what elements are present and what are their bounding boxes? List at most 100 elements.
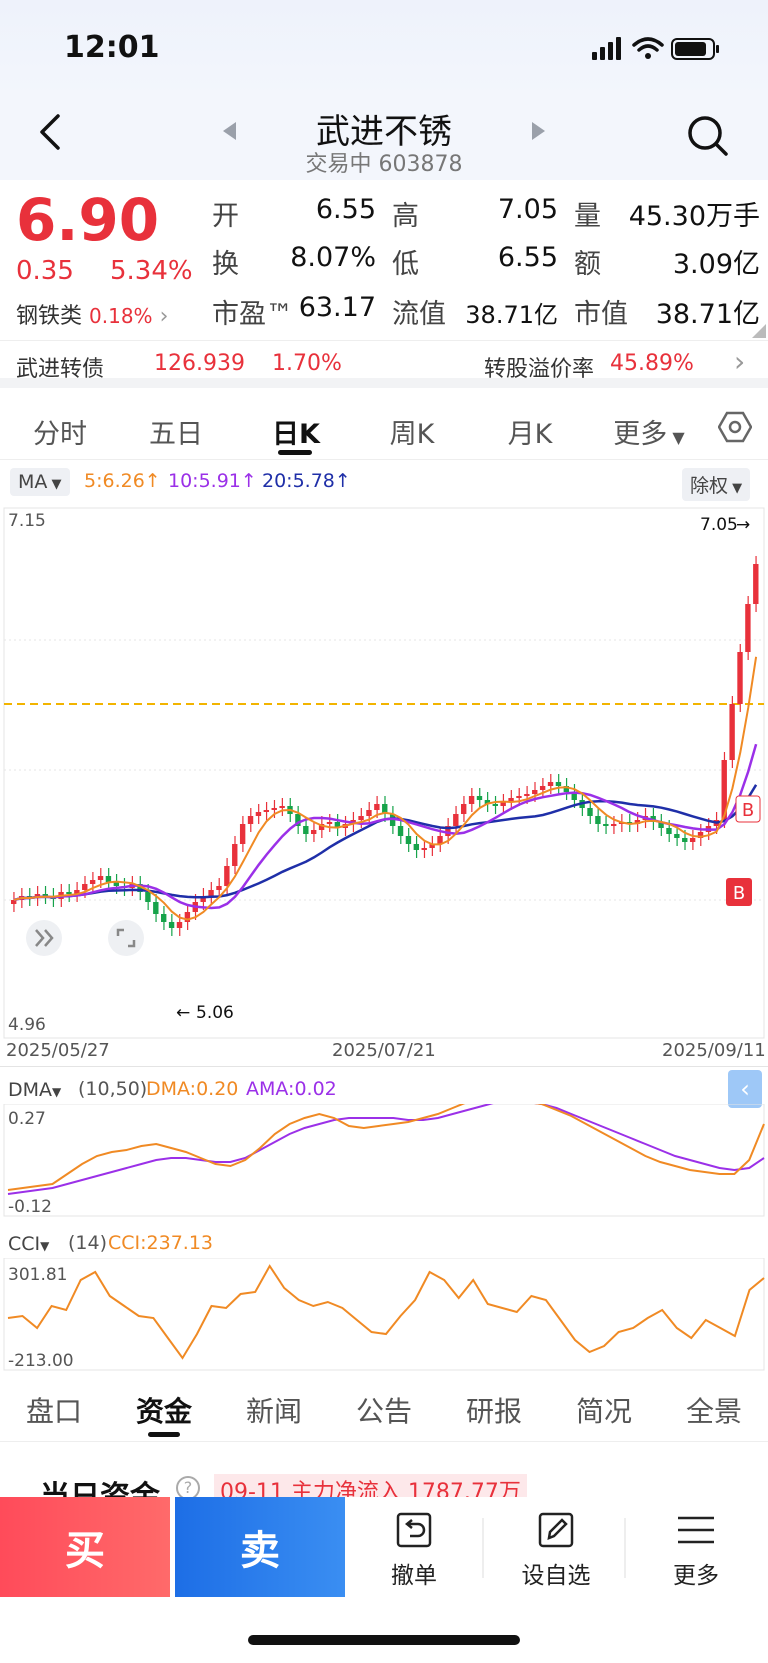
tab-more-label: 更多 (613, 419, 668, 450)
back-icon[interactable] (36, 112, 66, 152)
period-tabs: 分时 五日 日K 周K 月K 更多 ▼ (0, 398, 768, 460)
float-cap-label: 流值 (392, 299, 446, 330)
candle (405, 836, 412, 844)
caret-down-icon: ▼ (667, 428, 685, 447)
tab-intraday[interactable]: 分时 (33, 419, 87, 450)
premium-label: 转股溢价率 (484, 357, 595, 382)
expand-icon (116, 928, 136, 948)
dma-params: (10,50) (78, 1078, 148, 1100)
ma5-value: 5:6.26 (84, 470, 145, 492)
candle (634, 820, 641, 824)
candle (468, 796, 475, 804)
tab-daily-k[interactable]: 日K (272, 419, 320, 450)
tab-five-day[interactable]: 五日 (149, 419, 203, 450)
kline-chart[interactable]: 7.15 4.96 7.05 → ← 5.06 B B (0, 504, 768, 1064)
quote-panel (0, 180, 768, 340)
home-indicator (248, 1635, 520, 1645)
cci-top-label: 301.81 (8, 1265, 67, 1285)
candle (224, 866, 230, 886)
tab-news[interactable]: 新闻 (245, 1395, 302, 1428)
current-price: 6.90 (16, 186, 160, 254)
tab-monthly-k[interactable]: 月K (507, 419, 553, 450)
settings-icon[interactable] (718, 410, 752, 444)
next-stock-icon[interactable] (528, 120, 548, 142)
active-tab-indicator (148, 1432, 180, 1437)
buy-badge[interactable]: B (735, 795, 761, 823)
high-mark-label: 7.05 (700, 515, 738, 535)
candle (697, 832, 704, 838)
buy-badge-label: B (742, 800, 754, 821)
low-mark-label: 5.06 (196, 1003, 234, 1023)
help-icon[interactable]: ? (176, 1476, 200, 1498)
float-cap-value: 38.71亿 (465, 301, 558, 329)
sell-button[interactable]: 卖 (175, 1497, 345, 1597)
tab-profile[interactable]: 简况 (575, 1395, 632, 1428)
candle (42, 894, 48, 896)
candle (216, 886, 222, 890)
menu-icon (678, 1516, 714, 1544)
candle (168, 922, 175, 928)
candle (532, 790, 538, 794)
caret-down-icon: ▼ (47, 477, 62, 492)
dma-top-label: 0.27 (8, 1109, 46, 1129)
open-label: 开 (212, 201, 239, 232)
turnover-label: 换 (212, 249, 239, 280)
pe-value: 63.17 (298, 292, 376, 323)
candle (255, 812, 262, 816)
tab-more[interactable]: 更多 ▼ (594, 412, 704, 451)
candle (326, 822, 333, 824)
candle (729, 704, 735, 760)
buy-badge[interactable]: B (726, 878, 752, 906)
candle (247, 816, 254, 824)
candle (66, 892, 72, 894)
collapse-panel-button[interactable]: ‹ (728, 1070, 762, 1108)
buy-button[interactable]: 买 (0, 1497, 170, 1597)
ama-line (7, 1104, 765, 1195)
caret-down-icon: ▼ (52, 1085, 62, 1099)
cancel-order-button[interactable]: 撤单 (354, 1510, 474, 1590)
candle (334, 822, 341, 828)
cci-line (7, 1264, 765, 1360)
candle (105, 876, 112, 882)
cci-bottom-label: -213.00 (8, 1351, 74, 1371)
convertible-bond-bar[interactable]: 武进转债 126.939 1.70% 转股溢价率 45.89% › (0, 340, 768, 388)
sector-link[interactable]: 钢铁类 0.18% › (16, 298, 168, 330)
rights-selector[interactable]: 除权 ▼ (682, 468, 751, 501)
tab-capital[interactable]: 资金 (135, 1395, 192, 1428)
tab-research[interactable]: 研报 (465, 1395, 522, 1428)
scroll-forward-button[interactable] (26, 920, 62, 956)
candle (500, 802, 506, 806)
fullscreen-button[interactable] (108, 920, 144, 956)
candle (311, 830, 317, 834)
cci-selector[interactable]: CCI▼ (4, 1230, 54, 1258)
candle (279, 806, 285, 808)
candle (674, 834, 680, 838)
tab-orderbook[interactable]: 盘口 (25, 1395, 82, 1428)
add-watchlist-button[interactable]: 设自选 (496, 1510, 616, 1590)
candle (611, 824, 617, 826)
tab-overview[interactable]: 全景 (685, 1395, 742, 1428)
candle (429, 844, 435, 848)
indicator-selector[interactable]: MA ▼ (10, 468, 70, 496)
tab-announcements[interactable]: 公告 (355, 1395, 412, 1428)
search-icon[interactable] (686, 114, 730, 158)
prev-stock-icon[interactable] (220, 120, 240, 142)
candle (161, 914, 167, 922)
expand-corner-icon[interactable] (752, 324, 766, 338)
candle (571, 792, 577, 800)
arrow-right-icon: → (736, 515, 750, 535)
divider (0, 1066, 768, 1067)
divider (624, 1518, 626, 1578)
candle (153, 902, 159, 914)
dma-selector[interactable]: DMA▼ (4, 1076, 66, 1104)
candle (421, 848, 427, 850)
add-watchlist-label: 设自选 (521, 1563, 591, 1589)
divider (482, 1518, 484, 1578)
more-button[interactable]: 更多 (636, 1510, 756, 1590)
dma-line (7, 1104, 765, 1191)
dma-frame (3, 1104, 765, 1217)
tab-weekly-k[interactable]: 周K (389, 419, 435, 450)
bond-price: 126.939 (154, 351, 245, 376)
turnover-value: 8.07% (290, 242, 376, 273)
date-mid: 2025/07/21 (332, 1040, 436, 1061)
